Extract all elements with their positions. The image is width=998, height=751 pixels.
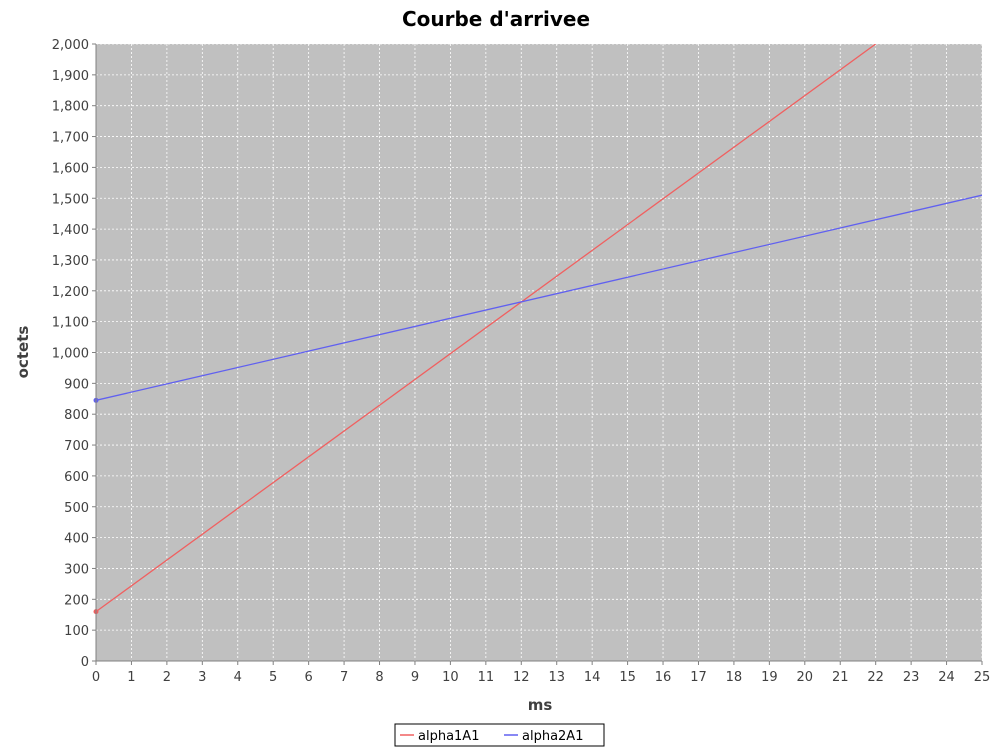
y-tick-label: 500 xyxy=(64,501,89,516)
y-tick-label: 1,300 xyxy=(52,254,89,269)
x-tick-label: 0 xyxy=(92,670,100,685)
y-tick-label: 1,100 xyxy=(52,316,89,331)
y-tick-label: 300 xyxy=(64,562,89,577)
x-tick-label: 5 xyxy=(269,670,277,685)
legend-box xyxy=(394,723,605,747)
x-tick-label: 12 xyxy=(513,670,530,685)
x-tick-label: 13 xyxy=(548,670,565,685)
y-axis-label: octets xyxy=(14,326,32,379)
x-tick-label: 8 xyxy=(375,670,383,685)
legend-label-alpha1A1: alpha1A1 xyxy=(418,729,479,744)
y-tick-label: 2,000 xyxy=(52,38,89,53)
y-tick-label: 900 xyxy=(64,377,89,392)
plot-area xyxy=(96,44,982,661)
x-tick-label: 6 xyxy=(304,670,312,685)
x-tick-label: 21 xyxy=(832,670,849,685)
x-tick-label: 22 xyxy=(867,670,884,685)
y-tick-label: 1,900 xyxy=(52,69,89,84)
legend: alpha1A1 alpha2A1 xyxy=(394,723,605,747)
y-tick-label: 200 xyxy=(64,593,89,608)
x-tick-label: 18 xyxy=(726,670,743,685)
y-tick-label: 1,800 xyxy=(52,100,89,115)
x-tick-label: 19 xyxy=(761,670,778,685)
x-tick-label: 11 xyxy=(478,670,495,685)
y-tick-label: 1,400 xyxy=(52,223,89,238)
x-tick-label: 17 xyxy=(690,670,707,685)
chart-title: Courbe d'arrivee xyxy=(402,7,590,31)
x-tick-label: 4 xyxy=(234,670,242,685)
series-line-alpha2A1 xyxy=(96,194,982,401)
y-tick-label: 600 xyxy=(64,470,89,485)
x-tick-label: 16 xyxy=(655,670,672,685)
y-tick-label: 1,200 xyxy=(52,285,89,300)
y-tick-label: 1,500 xyxy=(52,192,89,207)
y-tick-label: 400 xyxy=(64,532,89,547)
x-tick-label: 3 xyxy=(198,670,206,685)
y-tick-label: 1,700 xyxy=(52,131,89,146)
x-tick-label: 9 xyxy=(411,670,419,685)
x-tick-label: 1 xyxy=(127,670,135,685)
x-tick-label: 24 xyxy=(938,670,955,685)
y-tick-label: 1,600 xyxy=(52,161,89,176)
y-tick-label: 1,000 xyxy=(52,347,89,362)
x-tick-label: 20 xyxy=(797,670,814,685)
y-tick-label: 800 xyxy=(64,408,89,423)
y-tick-label: 0 xyxy=(81,655,89,670)
x-tick-label: 23 xyxy=(903,670,920,685)
x-tick-label: 2 xyxy=(163,670,171,685)
y-tick-label: 700 xyxy=(64,439,89,454)
x-tick-label: 25 xyxy=(974,670,991,685)
x-axis-label: ms xyxy=(528,696,553,714)
x-tick-label: 14 xyxy=(584,670,601,685)
series-line-alpha1A1 xyxy=(96,44,877,613)
x-tick-label: 10 xyxy=(442,670,459,685)
legend-label-alpha2A1: alpha2A1 xyxy=(522,729,583,744)
x-tick-label: 7 xyxy=(340,670,348,685)
x-tick-label: 15 xyxy=(619,670,636,685)
y-tick-label: 100 xyxy=(64,624,89,639)
axes: 0 1 2 3 4 5 6 7 8 9 10 11 12 13 14 15 16 17 18 19 20 21 22 23 24… xyxy=(52,38,990,685)
